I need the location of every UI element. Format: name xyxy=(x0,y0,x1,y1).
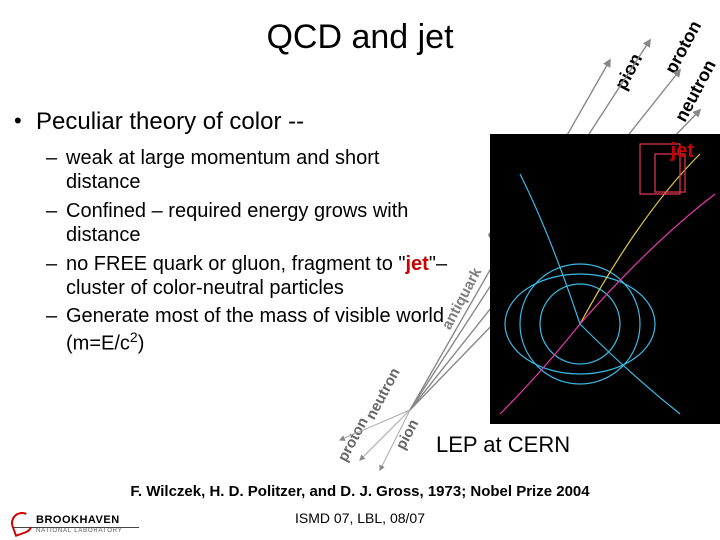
label-pion2: pion xyxy=(392,417,422,453)
bullet-sub-2-text: no FREE quark or gluon, fragment to "jet… xyxy=(66,252,454,301)
label-proton2: proton xyxy=(334,415,371,465)
bullet-main-text: Peculiar theory of color -- xyxy=(36,108,304,136)
jet-label: jet xyxy=(671,140,694,163)
logo-sub: NATIONAL LABORATORY xyxy=(14,528,139,534)
bullet-sub-0: weak at large momentum and short distanc… xyxy=(46,146,454,195)
label-neutron2: neutron xyxy=(362,365,403,422)
credit-line: F. Wilczek, H. D. Politzer, and D. J. Gr… xyxy=(0,483,720,500)
bullet-sub-1-text: Confined – required energy grows with di… xyxy=(66,199,454,248)
bullet-sub-2: no FREE quark or gluon, fragment to "jet… xyxy=(46,252,454,301)
lep-caption: LEP at CERN xyxy=(436,432,570,458)
bullet-main: Peculiar theory of color -- xyxy=(14,108,454,136)
bullet-sub-3: Generate most of the mass of visible wor… xyxy=(46,304,454,355)
bullet-sub-0-text: weak at large momentum and short distanc… xyxy=(66,146,454,195)
brookhaven-logo: BROOKHAVEN NATIONAL LABORATORY xyxy=(14,514,139,534)
lep-event-image xyxy=(490,134,720,424)
bullet-sub-1: Confined – required energy grows with di… xyxy=(46,199,454,248)
bullet-block: Peculiar theory of color -- weak at larg… xyxy=(14,108,454,360)
page-title: QCD and jet xyxy=(0,0,720,67)
bullet-sub-3-text: Generate most of the mass of visible wor… xyxy=(66,304,454,355)
